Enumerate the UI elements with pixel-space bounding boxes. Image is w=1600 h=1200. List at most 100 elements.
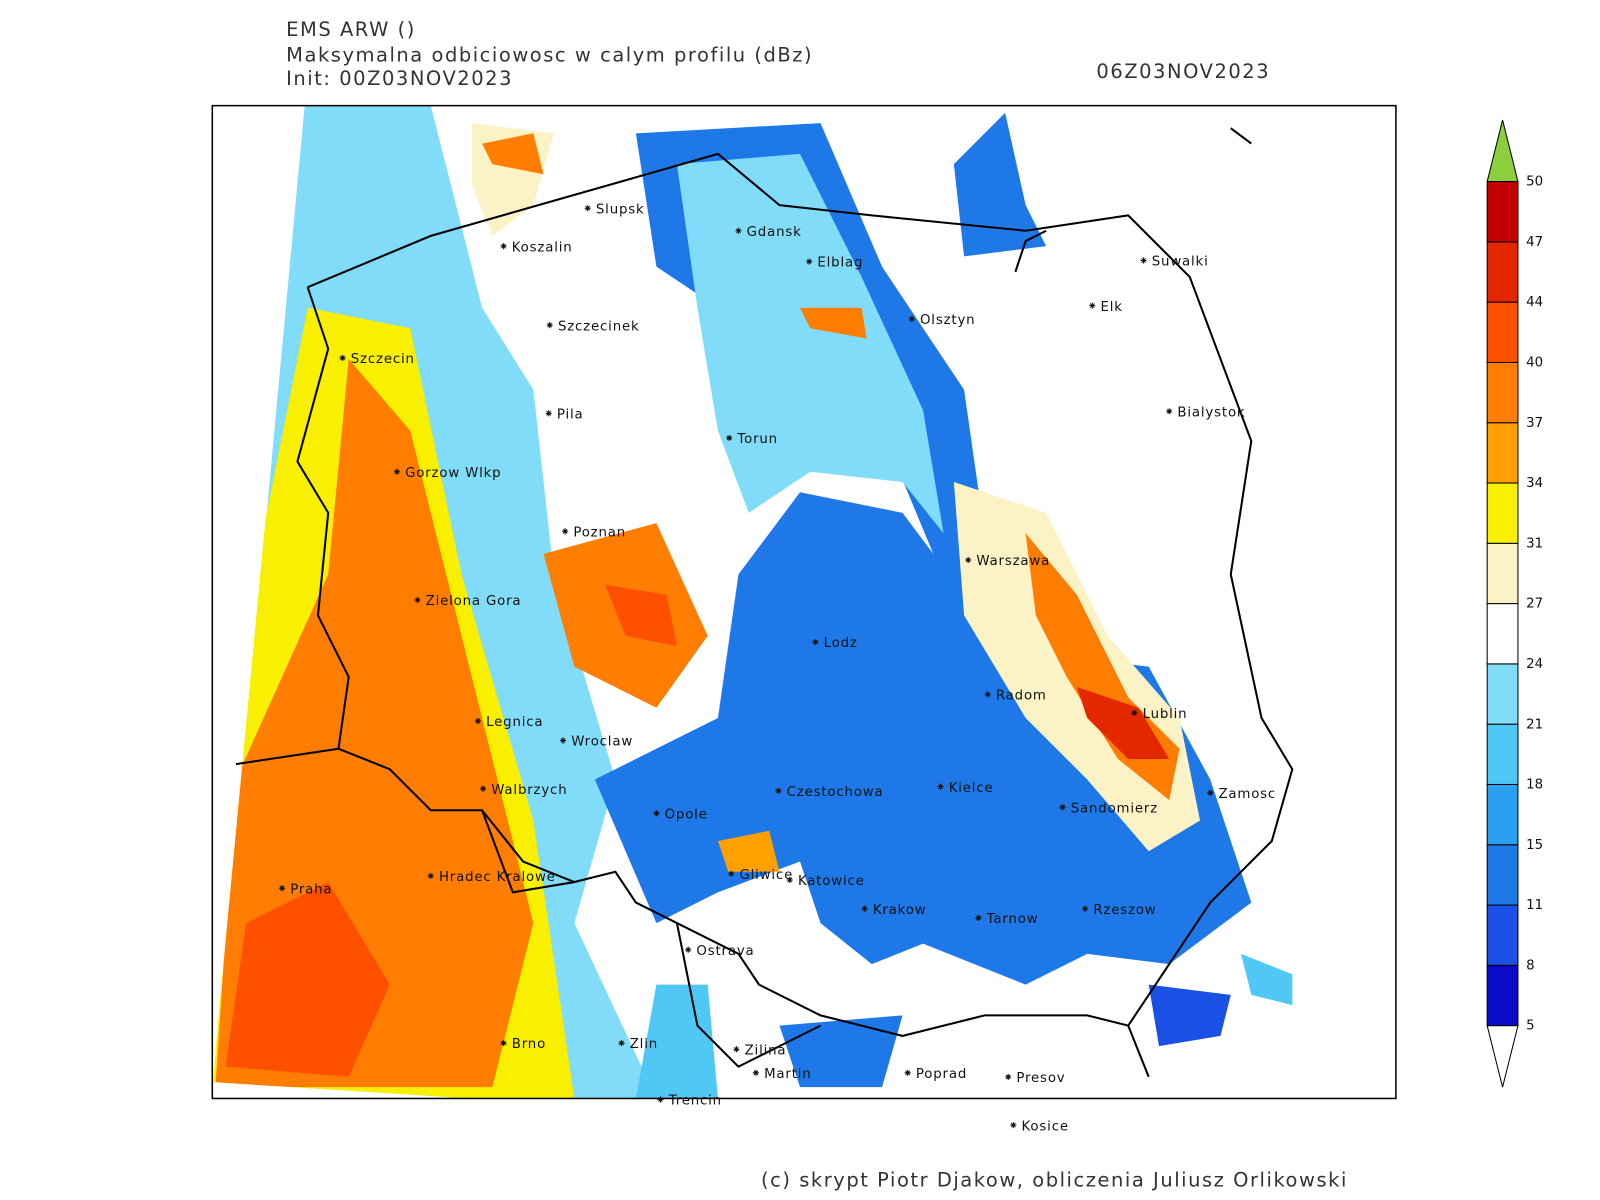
city-label: Szczecinek [558,319,640,334]
city-label: Zilina [745,1043,787,1058]
city-marker [653,810,660,817]
borders [235,127,1294,1078]
city-label: Presov [1016,1071,1065,1086]
city-label: Pila [557,407,584,422]
city-label: Kosice [1022,1119,1069,1134]
colorbar-above [1486,119,1519,183]
city-marker [812,638,819,646]
city-marker [726,434,733,442]
colorbar-label: 44 [1526,295,1543,310]
city-label: Brno [512,1037,546,1052]
colorbar-label: 40 [1526,356,1543,371]
colorbar-bin [1486,241,1519,303]
city-label: Wroclaw [571,735,633,750]
city-label: Poprad [916,1067,967,1082]
city-marker [1140,257,1147,264]
city-label: Suwalki [1152,255,1209,270]
colorbar-label: 21 [1526,717,1543,732]
city-marker [545,410,552,417]
city-marker [752,1069,759,1076]
colorbar-label: 27 [1526,597,1543,612]
city-marker [1010,1122,1017,1129]
city-marker [775,787,782,794]
city-marker [560,737,567,744]
city-label: Opole [665,807,708,822]
city-label: Gorzow Wlkp [405,466,501,481]
city-marker [786,876,793,884]
city-label: Gdansk [747,225,802,240]
city-marker [427,872,434,879]
reflectivity-field [212,105,1396,1099]
city-label: Zlin [630,1037,658,1052]
city-label: Katowice [798,874,865,889]
colorbar-below [1486,1025,1519,1088]
city-marker [733,1046,740,1053]
colorbar-label: 50 [1526,175,1543,190]
colorbar-bin [1486,783,1519,846]
city-marker [1005,1073,1012,1080]
city-marker [1089,302,1096,309]
city-marker [908,315,915,323]
colorbar-bin [1486,482,1519,544]
colorbar-label: 34 [1526,476,1543,491]
city-label: Legnica [486,715,543,730]
city-label: Poznan [573,525,626,540]
city-marker [1082,905,1089,912]
city-label: Krakow [873,903,927,918]
city-label: Kielce [949,781,994,796]
city-label: Lublin [1143,707,1188,722]
city-marker [728,870,735,877]
map-frame [211,104,1397,1100]
city-marker [1207,789,1214,796]
init-time: Init: 00Z03NOV2023 [286,67,513,90]
colorbar-label: 8 [1526,958,1534,973]
city-marker [479,785,487,792]
city-label: Trencin [668,1094,722,1109]
city-marker [1131,709,1138,716]
city-label: Praha [290,882,332,897]
city-label: Lodz [824,636,858,651]
city-marker [562,528,569,535]
colorbar-bin [1486,663,1519,725]
colorbar-label: 24 [1526,657,1543,672]
colorbar-bin [1486,723,1519,785]
colorbar-label: 18 [1526,778,1543,793]
colorbar-bin [1486,844,1519,906]
city-marker [965,556,972,564]
city-label: Walbrzych [491,783,567,798]
city-marker [339,354,346,362]
city-label: Warszawa [976,554,1050,569]
city-marker [735,227,742,234]
city-label: Slupsk [596,202,645,217]
city-label: Zamosc [1218,787,1276,802]
city-marker [984,691,991,698]
city-marker [861,905,868,912]
colorbar-label: 31 [1526,536,1543,551]
city-marker [937,783,944,790]
city-label: Martin [764,1067,811,1082]
city-marker [975,914,982,922]
city-label: Ostrava [696,944,754,959]
city-label: Radom [996,688,1047,703]
colorbar-bin [1486,964,1519,1027]
city-marker [500,243,507,250]
colorbar-label: 11 [1526,898,1543,913]
city-label: Czestochowa [787,785,884,800]
colorbar-bin [1486,301,1519,363]
city-label: Zielona Gora [426,594,522,609]
credit: (c) skrypt Piotr Djakow, obliczenia Juli… [761,1169,1348,1192]
field-title: Maksymalna odbiciowosc w calym profilu (… [286,44,813,67]
city-label: Sandomierz [1071,801,1158,816]
city-label: Szczecin [351,352,415,367]
city-label: Gliwice [739,868,793,883]
city-marker [500,1040,507,1047]
city-label: Koszalin [512,240,573,255]
valid-time: 06Z03NOV2023 [1096,60,1270,83]
city-marker [546,322,553,329]
city-label: Elk [1101,300,1123,315]
city-marker [584,205,591,212]
colorbar-label: 5 [1526,1019,1534,1034]
city-label: Tarnow [986,912,1039,927]
colorbar-bin [1486,904,1519,966]
colorbar-label: 47 [1526,235,1543,250]
